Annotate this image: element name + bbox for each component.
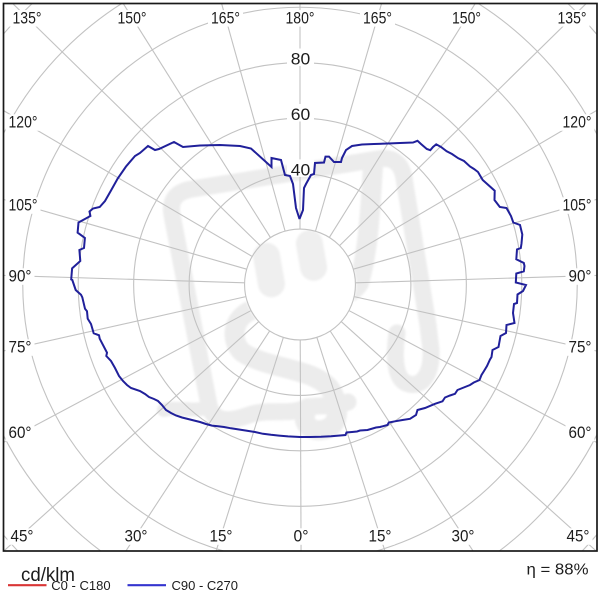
svg-text:45°: 45° [11,527,34,546]
svg-text:C0 - C180: C0 - C180 [51,578,110,593]
svg-text:180°: 180° [286,8,315,27]
svg-text:15°: 15° [369,527,392,546]
svg-text:75°: 75° [569,338,592,357]
svg-text:90°: 90° [569,267,592,286]
svg-text:cd/klm: cd/klm [21,565,75,586]
svg-text:40: 40 [291,160,311,179]
svg-text:60: 60 [291,105,311,124]
svg-text:165°: 165° [363,8,392,27]
svg-text:C90 - C270: C90 - C270 [172,578,238,593]
svg-text:30°: 30° [125,527,148,546]
svg-text:75°: 75° [9,338,32,357]
svg-text:120°: 120° [563,113,592,132]
svg-text:135°: 135° [13,8,42,27]
svg-text:80: 80 [291,49,311,68]
svg-text:105°: 105° [563,196,592,215]
svg-text:60°: 60° [569,423,592,442]
svg-text:60°: 60° [9,423,32,442]
svg-text:105°: 105° [9,196,38,215]
svg-text:45°: 45° [567,527,590,546]
svg-text:135°: 135° [558,8,587,27]
svg-text:150°: 150° [118,8,147,27]
svg-text:165°: 165° [211,8,240,27]
svg-text:15°: 15° [210,527,233,546]
svg-text:120°: 120° [9,113,38,132]
svg-text:η = 88%: η = 88% [527,562,589,579]
svg-text:90°: 90° [9,267,32,286]
svg-text:0°: 0° [294,527,309,546]
svg-text:30°: 30° [452,527,475,546]
svg-text:150°: 150° [452,8,481,27]
